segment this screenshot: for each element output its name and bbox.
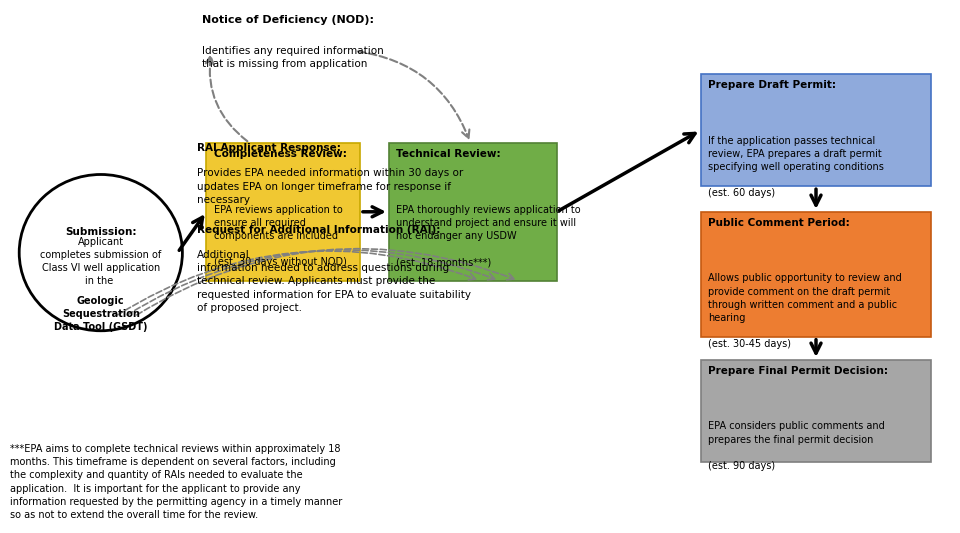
Text: EPA considers public comments and
prepares the final permit decision

(est. 90 d: EPA considers public comments and prepar… bbox=[708, 422, 885, 471]
Text: EPA thoroughly reviews application to
understand project and ensure it will
not : EPA thoroughly reviews application to un… bbox=[396, 205, 581, 268]
FancyArrowPatch shape bbox=[811, 189, 821, 205]
Text: Notice of Deficiency (NOD):: Notice of Deficiency (NOD): bbox=[202, 15, 373, 25]
FancyArrowPatch shape bbox=[127, 250, 494, 315]
Text: Prepare Final Permit Decision:: Prepare Final Permit Decision: bbox=[708, 366, 889, 376]
Text: Submission:: Submission: bbox=[65, 227, 136, 237]
Ellipse shape bbox=[19, 174, 182, 331]
Text: If the application passes technical
review, EPA prepares a draft permit
specifyi: If the application passes technical revi… bbox=[708, 135, 884, 198]
FancyArrowPatch shape bbox=[136, 249, 514, 315]
FancyArrowPatch shape bbox=[358, 51, 469, 138]
Text: Completeness Review:: Completeness Review: bbox=[214, 149, 347, 159]
Text: Allows public opportunity to review and
provide comment on the draft permit
thro: Allows public opportunity to review and … bbox=[708, 273, 902, 350]
Text: Request for Additional Information (RAI):: Request for Additional Information (RAI)… bbox=[197, 224, 441, 235]
Text: Technical Review:: Technical Review: bbox=[396, 149, 501, 159]
FancyArrowPatch shape bbox=[363, 207, 382, 217]
FancyArrowPatch shape bbox=[117, 251, 475, 315]
Text: RAI Applicant Response:: RAI Applicant Response: bbox=[197, 143, 341, 153]
FancyArrowPatch shape bbox=[560, 133, 695, 211]
Text: Additional
information needed to address questions during
technical review. Appl: Additional information needed to address… bbox=[197, 250, 470, 313]
FancyBboxPatch shape bbox=[701, 360, 931, 462]
FancyArrowPatch shape bbox=[811, 340, 821, 353]
FancyBboxPatch shape bbox=[701, 212, 931, 337]
FancyArrowPatch shape bbox=[205, 56, 248, 141]
FancyBboxPatch shape bbox=[701, 74, 931, 186]
Text: Identifies any required information
that is missing from application: Identifies any required information that… bbox=[202, 46, 383, 69]
Text: Public Comment Period:: Public Comment Period: bbox=[708, 218, 851, 228]
Text: EPA reviews application to
ensure all required
components are included

(est. 30: EPA reviews application to ensure all re… bbox=[214, 205, 347, 268]
FancyBboxPatch shape bbox=[206, 143, 360, 281]
Text: Geologic
Sequestration
Data Tool (GSDT): Geologic Sequestration Data Tool (GSDT) bbox=[54, 296, 148, 332]
Text: Provides EPA needed information within 30 days or
updates EPA on longer timefram: Provides EPA needed information within 3… bbox=[197, 168, 463, 205]
FancyBboxPatch shape bbox=[389, 143, 557, 281]
Text: ***EPA aims to complete technical reviews within approximately 18
months. This t: ***EPA aims to complete technical review… bbox=[10, 444, 342, 520]
Text: Prepare Draft Permit:: Prepare Draft Permit: bbox=[708, 80, 836, 90]
FancyArrowPatch shape bbox=[180, 217, 203, 251]
Text: Applicant
completes submission of
Class VI well application
in the: Applicant completes submission of Class … bbox=[40, 237, 161, 286]
